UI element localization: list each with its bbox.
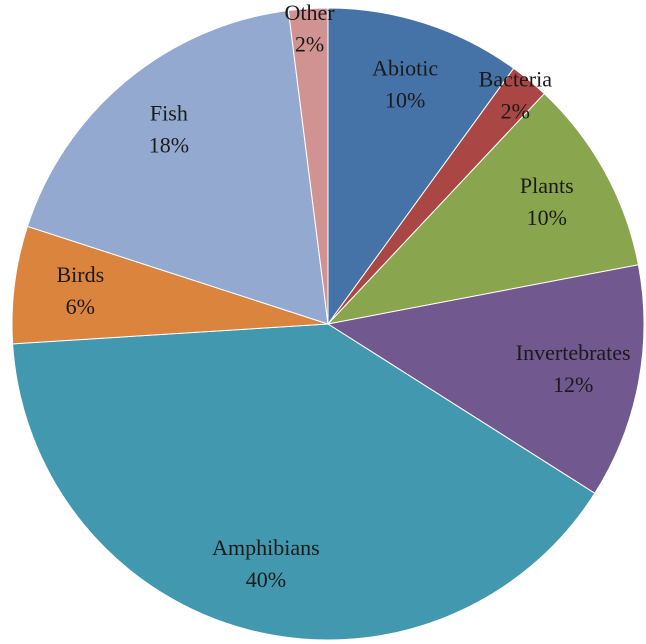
slice-value-label: 2% xyxy=(295,32,324,57)
slice-label: Amphibians xyxy=(212,535,320,560)
slice-value-label: 10% xyxy=(527,205,567,230)
slice-label: Plants xyxy=(520,173,574,198)
slice-value-label: 18% xyxy=(149,133,189,158)
slice-value-label: 6% xyxy=(66,294,95,319)
slice-label: Fish xyxy=(150,101,188,126)
slice-label: Birds xyxy=(56,262,104,287)
slice-value-label: 40% xyxy=(246,567,286,592)
slice-label: Abiotic xyxy=(372,56,438,81)
pie-slice xyxy=(26,9,329,325)
pie-slice xyxy=(327,7,515,326)
slice-value-label: 10% xyxy=(385,88,425,113)
slice-label: Invertebrates xyxy=(516,340,631,365)
slice-label: Bacteria xyxy=(479,67,553,92)
pie-slice xyxy=(326,264,645,495)
slice-value-label: 2% xyxy=(501,99,530,124)
pie-slice xyxy=(326,92,639,325)
slice-label: Other xyxy=(285,0,336,25)
pie-slice xyxy=(12,323,596,641)
pie-slice xyxy=(11,225,329,345)
slice-value-label: 12% xyxy=(553,372,593,397)
pie-slice xyxy=(287,7,329,325)
